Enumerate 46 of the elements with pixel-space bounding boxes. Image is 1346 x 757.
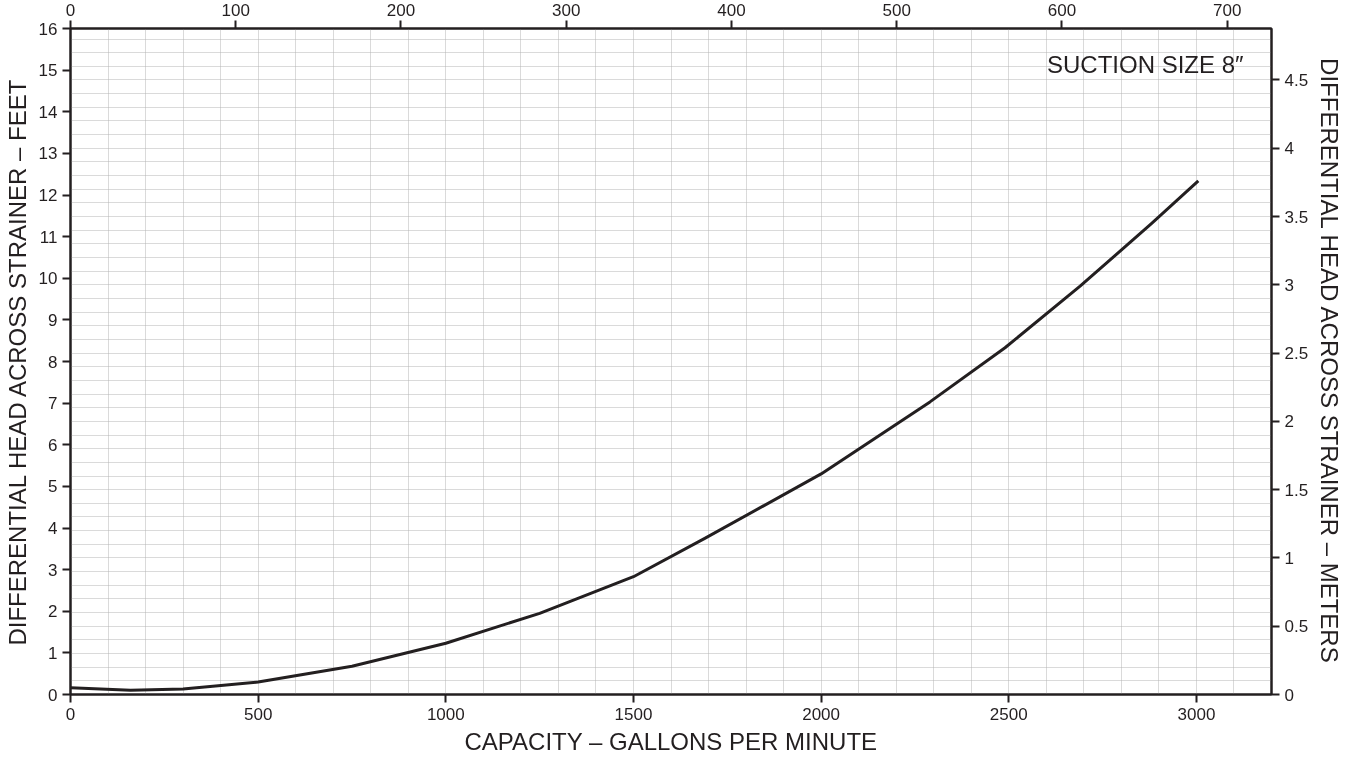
y-tick-label: 8	[48, 352, 58, 372]
x-axis-title: CAPACITY – GALLONS PER MINUTE	[464, 727, 878, 755]
y-tick-label: 6	[48, 435, 58, 455]
y-tick-label: 15	[38, 61, 58, 81]
y-tick-label: 4	[48, 519, 58, 538]
y-tick-label: 12	[38, 186, 58, 205]
y-tick-label: 2	[48, 602, 58, 622]
y-tick-label: 16	[38, 19, 58, 39]
y2-tick-label: 1	[1284, 548, 1294, 568]
y-tick-label: 9	[48, 310, 58, 330]
y-tick-label: 0	[48, 685, 58, 705]
x-tick-label: 1000	[426, 704, 465, 724]
y-tick-label: 11	[39, 227, 58, 247]
y-tick-label: 5	[48, 477, 58, 497]
x-tick-label: 500	[243, 704, 273, 724]
x2-tick-label: 600	[1047, 0, 1077, 20]
y2-tick-label: 3.5	[1284, 207, 1309, 227]
y2-tick-label: 0	[1284, 685, 1294, 705]
y-tick-label: 14	[38, 102, 58, 122]
x2-tick-label: 700	[1213, 0, 1242, 20]
x-tick-label: 2000	[802, 704, 841, 724]
y-axis-title: DIFFERENTIAL HEAD ACROSS STRAINER – FEET	[3, 79, 31, 646]
y2-tick-label: 4	[1284, 139, 1294, 159]
y2-tick-label: 1.5	[1284, 480, 1309, 500]
x-tick-label: 1500	[614, 704, 653, 724]
y-tick-label: 13	[38, 144, 58, 164]
x2-tick-label: 400	[717, 0, 746, 20]
y2-tick-label: 2	[1284, 412, 1294, 432]
y2-tick-label: 2.5	[1284, 344, 1309, 364]
x2-tick-label: 500	[882, 0, 911, 20]
y-tick-label: 7	[48, 394, 58, 414]
x-tick-label: 2500	[989, 704, 1028, 724]
annotation: SUCTION SIZE 8″	[1046, 50, 1244, 78]
y2-tick-label: 3	[1284, 275, 1294, 295]
y-tick-label: 1	[48, 643, 58, 663]
x2-tick-label: 100	[221, 0, 250, 20]
y-tick-label: 3	[48, 560, 58, 580]
x-tick-label: 3000	[1177, 704, 1216, 724]
x2-tick-label: 200	[386, 0, 416, 20]
y2-tick-label: 0.5	[1284, 617, 1309, 637]
y-tick-label: 10	[38, 269, 58, 289]
x2-tick-label: 300	[552, 0, 581, 20]
x-tick-label: 0	[65, 704, 76, 724]
x2-tick-label: 0	[65, 0, 76, 20]
y2-tick-label: 4.5	[1284, 70, 1309, 90]
y2-axis-title: DIFFERENTIAL HEAD ACROSS STRAINER – METERS	[1316, 58, 1344, 663]
